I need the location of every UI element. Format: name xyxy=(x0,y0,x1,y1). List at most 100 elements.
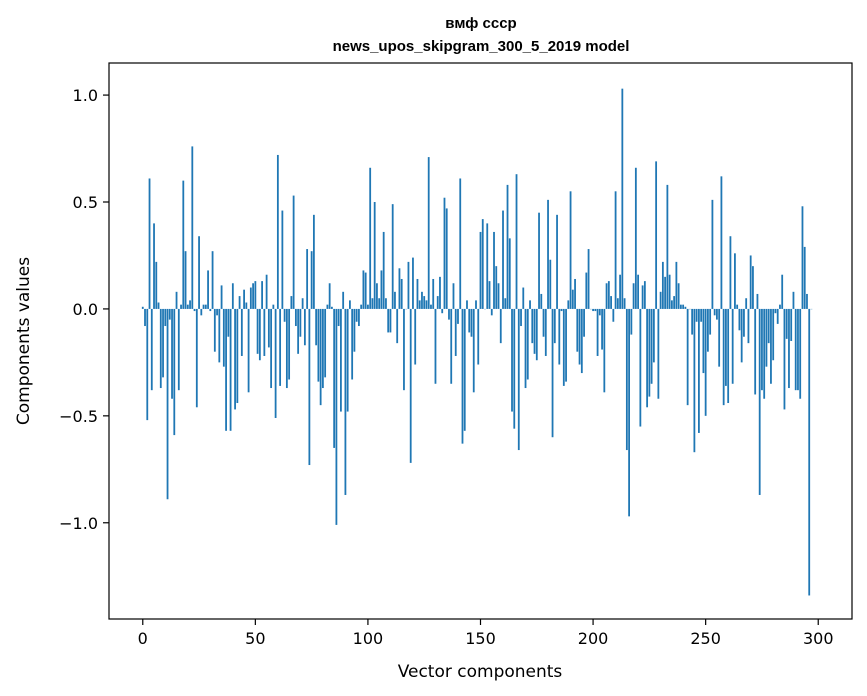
bar-120 xyxy=(412,257,414,309)
bar-68 xyxy=(294,308,297,327)
bar-74 xyxy=(308,308,311,466)
bar-290 xyxy=(794,308,797,391)
bar-2 xyxy=(146,308,149,421)
bar-110 xyxy=(389,308,392,333)
y-tick-label: −0.5 xyxy=(59,407,98,426)
y-tick-label: 0.5 xyxy=(73,193,98,212)
bar-244 xyxy=(691,308,694,335)
bar-133 xyxy=(441,308,444,314)
bar-126 xyxy=(425,300,428,309)
bar-217 xyxy=(630,308,633,335)
bar-130 xyxy=(434,308,437,384)
y-axis-ticks: −1.0 −0.5 0.0 0.5 1.0 xyxy=(59,86,109,533)
bar-131 xyxy=(436,296,439,309)
bar-157 xyxy=(495,266,498,309)
bar-75 xyxy=(310,251,313,309)
bar-11 xyxy=(166,308,169,500)
bar-251 xyxy=(707,308,709,352)
bar-240 xyxy=(682,304,685,309)
bar-48 xyxy=(249,287,252,309)
bar-274 xyxy=(758,308,761,495)
bar-26 xyxy=(200,308,203,316)
bar-204 xyxy=(601,308,603,350)
bar-214 xyxy=(623,298,626,309)
bar-94 xyxy=(353,308,356,352)
bar-8 xyxy=(159,308,162,389)
bar-266 xyxy=(740,308,743,363)
bar-138 xyxy=(452,283,455,309)
bar-80 xyxy=(321,308,324,389)
bar-206 xyxy=(605,283,608,309)
bar-121 xyxy=(414,308,417,365)
bar-193 xyxy=(576,308,579,352)
bar-21 xyxy=(189,300,191,309)
bar-43 xyxy=(238,296,241,309)
bar-129 xyxy=(432,278,435,309)
bar-9 xyxy=(162,308,164,378)
bar-255 xyxy=(716,308,718,320)
bar-86 xyxy=(335,308,338,525)
bar-225 xyxy=(648,308,651,397)
bar-271 xyxy=(752,266,754,309)
bar-70 xyxy=(299,308,302,337)
bar-239 xyxy=(679,304,682,309)
bar-188 xyxy=(565,308,567,382)
bar-45 xyxy=(243,289,245,309)
bar-18 xyxy=(182,180,185,309)
bar-37 xyxy=(225,308,227,431)
bar-27 xyxy=(202,304,205,309)
bar-46 xyxy=(245,302,248,309)
bar-227 xyxy=(652,308,655,363)
bar-128 xyxy=(430,304,432,309)
bar-285 xyxy=(783,308,786,410)
bar-236 xyxy=(673,296,676,309)
bar-161 xyxy=(504,298,507,309)
bar-253 xyxy=(711,199,714,309)
bar-247 xyxy=(698,308,700,433)
bar-148 xyxy=(475,300,477,309)
bar-167 xyxy=(517,308,520,451)
bar-93 xyxy=(351,308,354,380)
bar-76 xyxy=(312,214,315,309)
bar-221 xyxy=(639,308,642,427)
bar-270 xyxy=(749,255,752,309)
bar-85 xyxy=(333,308,336,448)
bar-288 xyxy=(790,308,793,341)
bar-140 xyxy=(457,308,459,324)
bar-176 xyxy=(538,212,540,309)
bar-294 xyxy=(803,246,806,309)
bar-73 xyxy=(306,249,309,309)
bar-124 xyxy=(421,291,423,309)
bar-16 xyxy=(177,308,180,391)
bar-291 xyxy=(797,308,799,391)
x-tick-label: 250 xyxy=(690,629,721,648)
bar-89 xyxy=(342,291,345,309)
bar-146 xyxy=(470,308,473,337)
y-tick-label: 1.0 xyxy=(73,86,98,105)
bar-67 xyxy=(292,195,295,309)
bar-171 xyxy=(526,308,529,380)
bar-212 xyxy=(619,274,621,309)
bar-256 xyxy=(718,308,721,367)
bar-115 xyxy=(400,278,403,309)
bar-165 xyxy=(513,308,516,429)
bar-287 xyxy=(788,308,790,389)
bar-134 xyxy=(443,197,446,309)
bar-269 xyxy=(747,308,750,344)
bar-289 xyxy=(792,291,795,309)
bar-149 xyxy=(477,308,480,365)
bar-257 xyxy=(720,176,723,309)
bar-276 xyxy=(763,308,766,399)
bar-153 xyxy=(486,223,489,309)
bar-260 xyxy=(727,308,730,404)
bar-137 xyxy=(450,308,453,384)
bar-91 xyxy=(346,308,349,412)
bar-114 xyxy=(398,268,401,309)
bar-47 xyxy=(247,308,250,393)
bar-58 xyxy=(272,304,275,309)
bar-15 xyxy=(175,291,178,309)
bar-208 xyxy=(610,296,612,309)
bar-190 xyxy=(569,191,572,309)
bar-201 xyxy=(594,308,597,312)
